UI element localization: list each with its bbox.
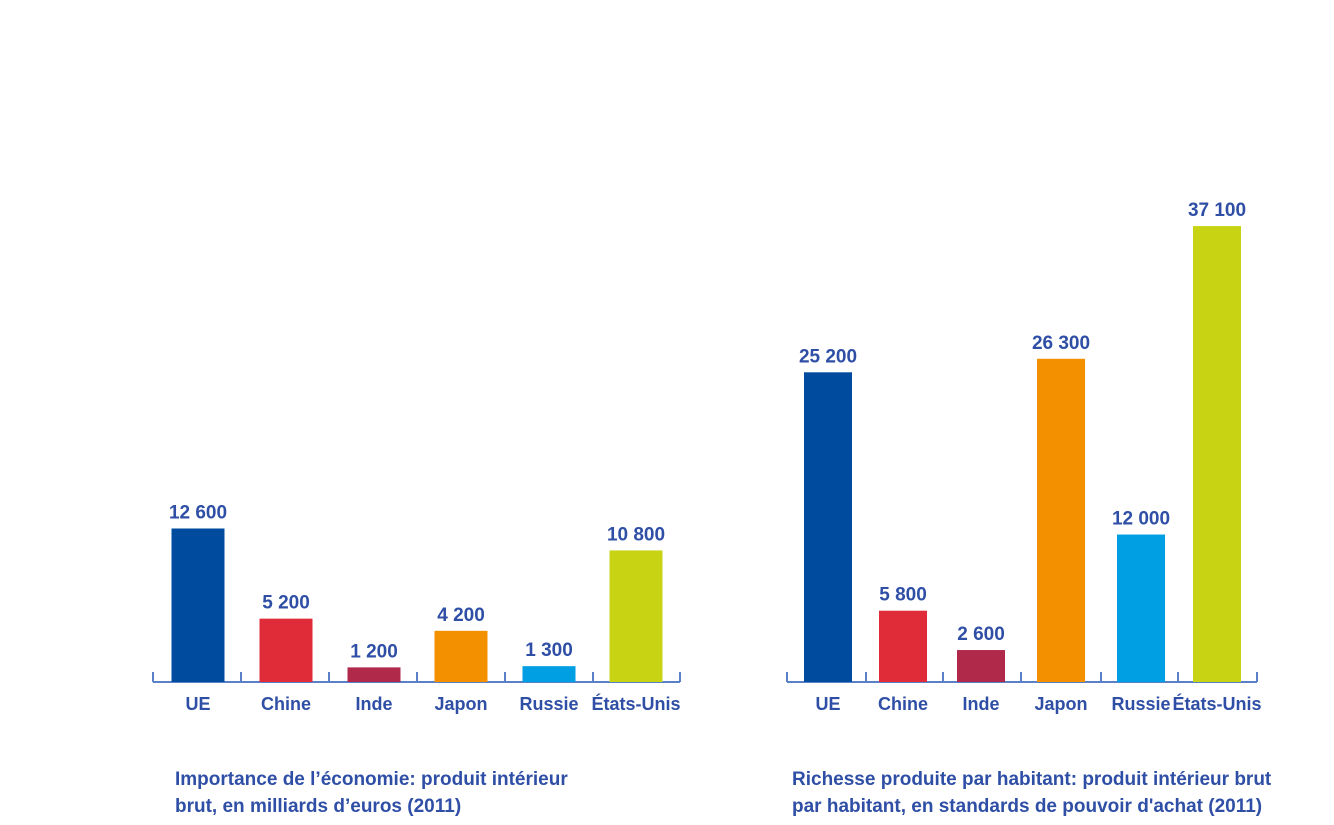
gdp-category-label: Japon xyxy=(434,694,487,714)
gdp-per-capita-bar xyxy=(1117,534,1165,682)
gdp-per-capita-data-label: 2 600 xyxy=(957,624,1005,645)
gdp-category-label: États-Unis xyxy=(591,693,680,714)
gdp-per-capita-data-label: 5 800 xyxy=(879,585,927,606)
gdp-data-label: 4 200 xyxy=(437,605,485,626)
gdp-per-capita-bar xyxy=(879,610,927,682)
gdp-per-capita-bar xyxy=(804,372,852,682)
gdp-data-label: 12 600 xyxy=(169,502,227,523)
gdp-bar xyxy=(609,550,663,682)
gdp-per-capita-bar xyxy=(1037,358,1085,682)
gdp-chart-caption: Importance de l’économie: produit intéri… xyxy=(175,766,568,820)
gdp-per-capita-chart-caption: Richesse produite par habitant: produit … xyxy=(792,766,1271,820)
gdp-category-label: Chine xyxy=(261,694,311,714)
gdp-bar xyxy=(171,528,225,682)
gdp-bar xyxy=(347,667,401,682)
gdp-per-capita-category-label: Japon xyxy=(1034,694,1087,714)
gdp-per-capita-chart: 25 200 UE 5 800 Chine 2 600 Inde 26 300 Japon 12… xyxy=(786,200,1262,714)
gdp-chart-caption-line-1: Importance de l’économie: produit intéri… xyxy=(175,769,568,790)
gdp-per-capita-data-label: 26 300 xyxy=(1032,333,1090,354)
gdp-per-capita-data-label: 25 200 xyxy=(799,346,857,367)
gdp-per-capita-category-label: Chine xyxy=(878,694,928,714)
gdp-per-capita-bar xyxy=(1193,226,1241,682)
gdp-per-capita-data-label: 37 100 xyxy=(1188,200,1246,221)
gdp-per-capita-chart-caption-line-1: Richesse produite par habitant: produit … xyxy=(792,769,1272,790)
gdp-bar xyxy=(259,618,313,682)
gdp-data-label: 5 200 xyxy=(262,593,310,614)
gdp-per-capita-category-label: États-Unis xyxy=(1172,693,1261,714)
gdp-category-label: Russie xyxy=(519,694,578,714)
gdp-data-label: 1 300 xyxy=(525,640,573,661)
gdp-data-label: 10 800 xyxy=(607,524,665,545)
gdp-category-label: UE xyxy=(185,694,210,714)
gdp-per-capita-bar xyxy=(957,650,1005,682)
gdp-per-capita-category-label: Inde xyxy=(962,694,999,714)
gdp-per-capita-category-label: UE xyxy=(815,694,840,714)
gdp-chart: 12 600 UE 5 200 Chine 1 200 Inde 4 200 Japon 1 3… xyxy=(152,502,681,714)
gdp-bar xyxy=(522,666,576,682)
gdp-chart-caption-line-2: brut, en milliards d’euros (2011) xyxy=(175,796,462,817)
gdp-data-label: 1 200 xyxy=(350,641,398,662)
gdp-per-capita-chart-caption-line-2: par habitant, en standards de pouvoir d'… xyxy=(792,796,1263,817)
gdp-per-capita-category-label: Russie xyxy=(1111,694,1170,714)
gdp-category-label: Inde xyxy=(355,694,392,714)
gdp-bar xyxy=(434,630,488,682)
gdp-per-capita-data-label: 12 000 xyxy=(1112,509,1170,530)
